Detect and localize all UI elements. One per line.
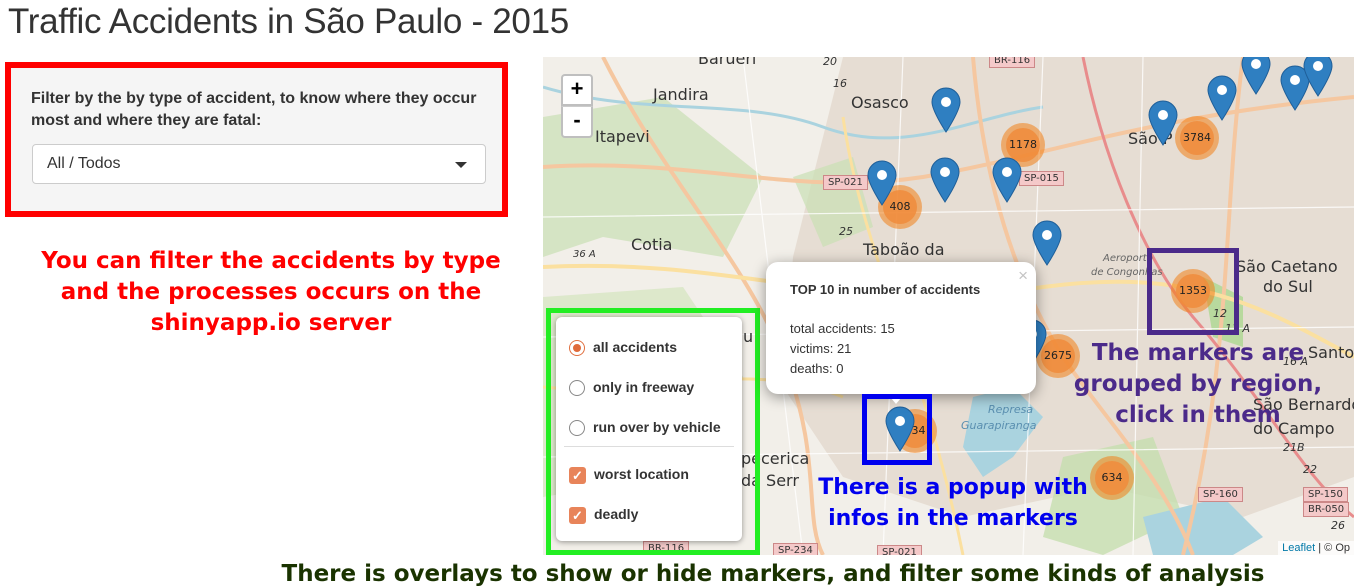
- zoom-out-button[interactable]: -: [561, 106, 593, 138]
- road-label: SP-160: [1198, 487, 1243, 502]
- map-marker-icon[interactable]: [931, 87, 961, 133]
- layer-separator: [564, 446, 734, 447]
- highlight-box-popup: [862, 394, 932, 465]
- marker-cluster[interactable]: 408: [878, 185, 922, 229]
- place-label: do Sul: [1263, 277, 1313, 296]
- attribution-text: | © Op: [1318, 542, 1350, 554]
- road-label: 22: [1303, 463, 1317, 476]
- highlight-box-cluster: [1147, 248, 1239, 335]
- map-attribution: Leaflet | © Op: [1278, 541, 1354, 555]
- place-label: Taboão da: [863, 240, 945, 259]
- cluster-count: 1353: [1176, 274, 1210, 308]
- road-label: SP-015: [1019, 171, 1064, 186]
- page-title: Traffic Accidents in São Paulo - 2015: [8, 2, 569, 41]
- cluster-count: 3784: [1180, 121, 1214, 155]
- cluster-count: 1178: [1006, 128, 1040, 162]
- filter-label: Filter by the by type of accident, to kn…: [31, 90, 477, 129]
- annotation-markers: The markers are grouped by region, click…: [1073, 340, 1323, 428]
- road-label: 20: [823, 57, 837, 68]
- map-marker-icon[interactable]: [930, 157, 960, 203]
- layer-option-run-over[interactable]: run over by vehicle: [569, 419, 721, 437]
- place-label: Guarapiranga: [961, 419, 1037, 432]
- checkbox-checked-icon[interactable]: ✓: [569, 506, 586, 524]
- road-label: 26: [1331, 519, 1345, 532]
- map-marker-icon[interactable]: [867, 160, 897, 206]
- accident-type-select[interactable]: All / Todos: [32, 144, 486, 184]
- map-marker-icon[interactable]: [1303, 57, 1333, 97]
- road-label: 36 A: [573, 249, 596, 260]
- marker-cluster[interactable]: 1353: [1171, 269, 1215, 313]
- zoom-in-button[interactable]: +: [561, 74, 593, 106]
- road-label: 16 A: [1283, 355, 1309, 368]
- cluster-count: 408: [883, 190, 917, 224]
- highlight-box-layers: [546, 308, 760, 555]
- place-label: Cotia: [631, 235, 673, 254]
- place-label: Aeroporto: [1103, 253, 1153, 264]
- map-marker-icon[interactable]: [885, 406, 915, 452]
- map-marker-icon[interactable]: [1207, 75, 1237, 121]
- radio-icon[interactable]: [569, 420, 585, 437]
- road-label: 12: [1213, 307, 1227, 320]
- map-marker-icon[interactable]: [1241, 57, 1271, 95]
- place-label: Represa: [988, 403, 1034, 416]
- place-label: Itapevi: [595, 127, 650, 146]
- road-label: BR-116: [989, 57, 1036, 68]
- place-label: Santo: [1308, 343, 1354, 362]
- road-label: SP-021: [877, 545, 922, 555]
- marker-popup: × TOP 10 in number of accidents total ac…: [766, 262, 1036, 394]
- road-label: 16: [833, 77, 847, 90]
- place-label: Jandira: [653, 85, 709, 104]
- popup-deaths: deaths: 0: [790, 361, 844, 376]
- map-marker-icon[interactable]: [1032, 220, 1062, 266]
- marker-cluster[interactable]: 634: [1090, 456, 1134, 500]
- map-marker-icon[interactable]: [1148, 100, 1178, 146]
- popup-total: total accidents: 15: [790, 321, 895, 336]
- cluster-count: 634: [1095, 461, 1129, 495]
- road-label: SP-021: [823, 175, 868, 190]
- leaflet-link[interactable]: Leaflet: [1282, 542, 1316, 554]
- road-label: 21B: [1283, 441, 1305, 454]
- place-label: de Congonhas: [1091, 267, 1163, 278]
- road-label: 25: [839, 225, 853, 238]
- marker-cluster[interactable]: 3784: [1175, 116, 1219, 160]
- layer-option-only-in-freeway[interactable]: only in freeway: [569, 379, 694, 397]
- place-label: São Caetano: [1236, 257, 1338, 276]
- place-label: do Campo: [1253, 419, 1335, 438]
- accident-type-selected: All / Todos: [47, 155, 121, 172]
- place-label: São Bernardo: [1253, 395, 1354, 414]
- caret-down-icon: [455, 162, 467, 168]
- cluster-count: 2675: [1041, 339, 1075, 373]
- layer-control: all accidents only in freeway run over b…: [556, 317, 742, 541]
- popup-victims: victims: 21: [790, 341, 852, 356]
- road-label: SP-234: [773, 543, 818, 555]
- close-icon[interactable]: ×: [1018, 266, 1028, 285]
- filter-panel: Filter by the by type of accident, to kn…: [5, 62, 508, 217]
- radio-icon[interactable]: [569, 380, 585, 397]
- road-label: SP-150: [1303, 487, 1348, 502]
- overlay-worst-location[interactable]: ✓ worst location: [569, 466, 689, 484]
- map-marker-icon[interactable]: [1280, 65, 1310, 111]
- marker-cluster[interactable]: 1178: [1001, 123, 1045, 167]
- checkbox-checked-icon[interactable]: ✓: [569, 466, 586, 484]
- popup-title: TOP 10 in number of accidents: [790, 282, 981, 297]
- overlay-deadly[interactable]: ✓ deadly: [569, 506, 638, 524]
- layer-option-all-accidents[interactable]: all accidents: [569, 339, 677, 357]
- annotation-popup: There is a popup with infos in the marke…: [818, 475, 1088, 531]
- road-label: BR-050: [1303, 502, 1350, 517]
- map-marker-icon[interactable]: [992, 157, 1022, 203]
- place-label: Osasco: [851, 93, 909, 112]
- annotation-overlays: There is overlays to show or hide marker…: [281, 561, 1265, 587]
- annotation-filter: You can filter the accidents by type and…: [41, 248, 501, 336]
- radio-selected-icon[interactable]: [569, 340, 585, 357]
- place-label: u: [743, 327, 754, 346]
- place-label: Barueri: [698, 57, 757, 68]
